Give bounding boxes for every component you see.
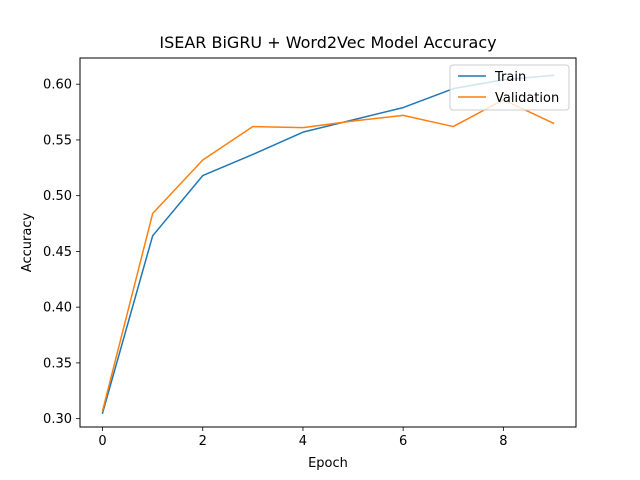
- chart-title: ISEAR BiGRU + Word2Vec Model Accuracy: [159, 33, 496, 52]
- y-tick-label: 0.30: [43, 412, 72, 427]
- y-tick-label: 0.60: [43, 78, 72, 93]
- y-axis: 0.30 0.35 0.40 0.45 0.50 0.55 0.60: [43, 78, 80, 427]
- legend: Train Validation: [449, 64, 570, 111]
- plot-area: [79, 57, 577, 428]
- x-tick-label: 4: [299, 434, 307, 449]
- legend-label-validation: Validation: [495, 91, 559, 106]
- y-tick-label: 0.35: [43, 356, 72, 371]
- series-line-validation: [101, 99, 555, 412]
- x-tick-label: 2: [199, 434, 207, 449]
- x-axis-label: Epoch: [308, 456, 348, 471]
- y-tick-label: 0.40: [43, 301, 72, 316]
- y-tick-label: 0.50: [43, 189, 72, 204]
- legend-label-train: Train: [494, 70, 526, 85]
- x-tick-label: 8: [499, 434, 507, 449]
- y-axis-label: Accuracy: [20, 213, 35, 273]
- x-tick-label: 0: [98, 434, 106, 449]
- x-axis: 0 2 4 6 8: [98, 427, 507, 449]
- y-tick-label: 0.55: [43, 133, 72, 148]
- y-tick-label: 0.45: [43, 245, 72, 260]
- x-tick-label: 6: [399, 434, 407, 449]
- plot-frame: [79, 57, 577, 428]
